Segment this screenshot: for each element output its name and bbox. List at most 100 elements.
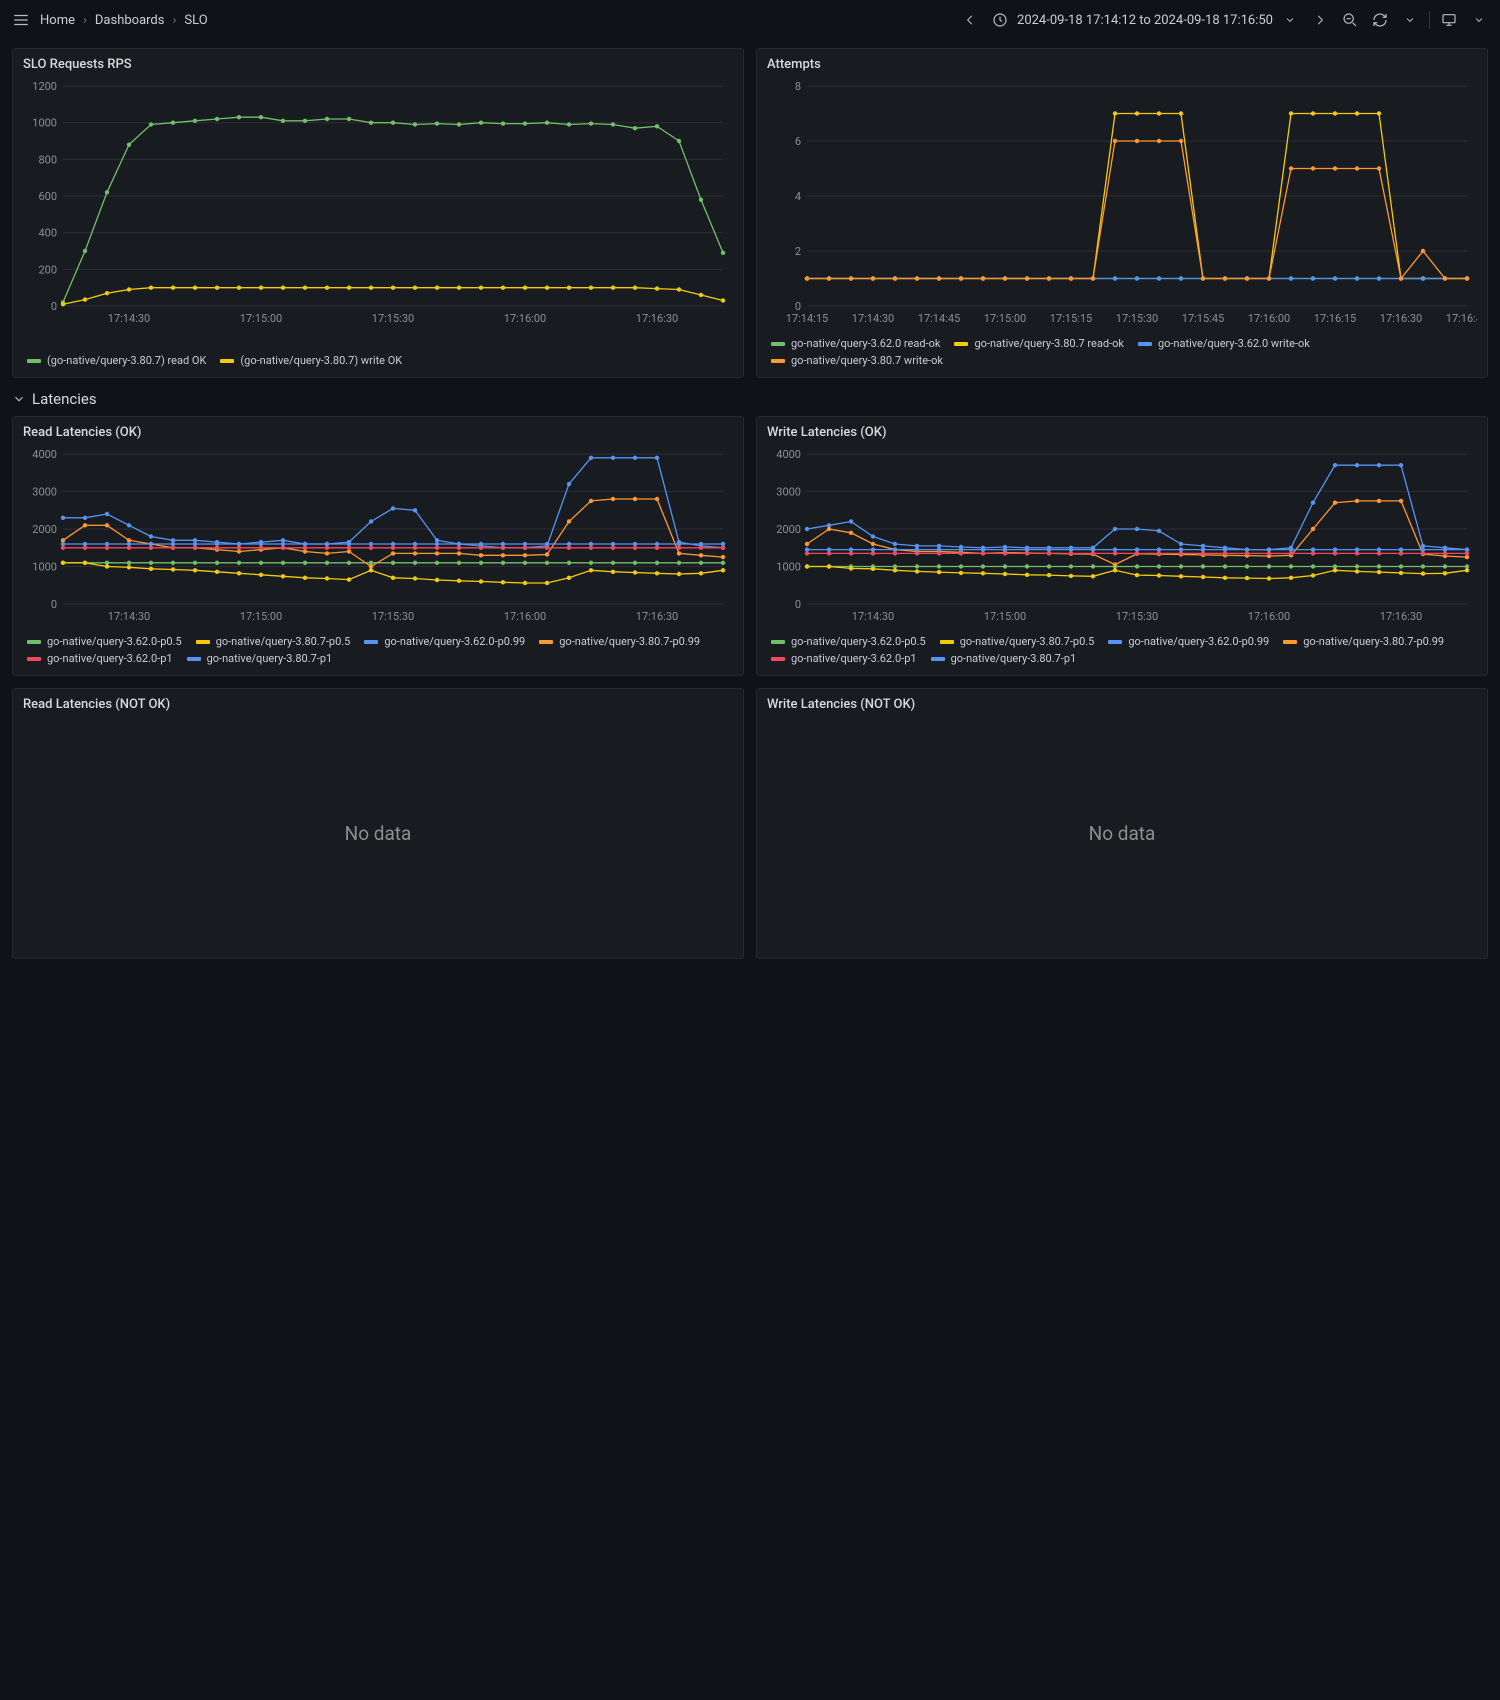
- menu-icon[interactable]: [10, 9, 32, 31]
- legend-swatch: [1283, 640, 1297, 644]
- legend-item[interactable]: (go-native/query-3.80.7) read OK: [27, 354, 206, 367]
- monitor-chevron-icon[interactable]: [1468, 9, 1490, 31]
- panel-write-lat-ok: Write Latencies (OK) 0100020003000400017…: [756, 416, 1488, 676]
- svg-text:17:14:30: 17:14:30: [852, 610, 894, 623]
- legend-item[interactable]: go-native/query-3.62.0 read-ok: [771, 337, 940, 350]
- no-data-text: No data: [767, 718, 1477, 948]
- legend-item[interactable]: go-native/query-3.80.7-p1: [187, 652, 333, 665]
- legend-swatch: [196, 640, 210, 644]
- legend-label: go-native/query-3.62.0-p0.99: [1128, 635, 1269, 648]
- legend-label: go-native/query-3.80.7-p0.99: [1303, 635, 1444, 648]
- legend-swatch: [954, 342, 968, 346]
- svg-text:600: 600: [38, 190, 57, 203]
- time-next-icon[interactable]: [1309, 9, 1331, 31]
- legend-rps: (go-native/query-3.80.7) read OK (go-nati…: [23, 354, 733, 367]
- panel-title: Read Latencies (OK): [23, 425, 733, 440]
- svg-text:3000: 3000: [776, 486, 801, 499]
- chart-rps[interactable]: 02004006008001000120017:14:3017:15:0017:…: [23, 78, 733, 348]
- svg-text:6: 6: [795, 135, 801, 148]
- legend-label: go-native/query-3.80.7-p0.99: [559, 635, 700, 648]
- legend-swatch: [771, 342, 785, 346]
- svg-text:0: 0: [795, 598, 801, 611]
- svg-text:17:15:00: 17:15:00: [984, 312, 1026, 325]
- svg-text:0: 0: [51, 598, 57, 611]
- chevron-down-icon: [1279, 9, 1301, 31]
- svg-text:17:16:00: 17:16:00: [1248, 610, 1290, 623]
- legend-label: (go-native/query-3.80.7) write OK: [240, 354, 402, 367]
- svg-text:17:14:30: 17:14:30: [108, 312, 150, 325]
- legend-item[interactable]: go-native/query-3.62.0-p1: [771, 652, 917, 665]
- svg-text:17:15:00: 17:15:00: [240, 312, 282, 325]
- legend-label: go-native/query-3.62.0-p1: [791, 652, 917, 665]
- breadcrumb: Home › Dashboards › SLO: [40, 13, 208, 28]
- svg-text:3000: 3000: [32, 486, 57, 499]
- legend-item[interactable]: go-native/query-3.62.0-p1: [27, 652, 173, 665]
- svg-text:17:16:30: 17:16:30: [636, 312, 678, 325]
- legend-swatch: [539, 640, 553, 644]
- chart-attempts[interactable]: 0246817:14:1517:14:3017:14:4517:15:0017:…: [767, 78, 1477, 331]
- legend-item[interactable]: go-native/query-3.62.0-p0.99: [364, 635, 525, 648]
- legend-swatch: [220, 359, 234, 363]
- legend-item[interactable]: go-native/query-3.80.7-p1: [931, 652, 1077, 665]
- legend-attempts: go-native/query-3.62.0 read-ok go-native/…: [767, 337, 1477, 367]
- no-data-text: No data: [23, 718, 733, 948]
- time-range-picker[interactable]: 2024-09-18 17:14:12 to 2024-09-18 17:16:…: [989, 9, 1301, 31]
- legend-item[interactable]: go-native/query-3.80.7-p0.99: [539, 635, 700, 648]
- svg-text:17:16:30: 17:16:30: [1380, 312, 1422, 325]
- chart-read-lat-ok[interactable]: 0100020003000400017:14:3017:15:0017:15:3…: [23, 446, 733, 629]
- svg-text:17:16:15: 17:16:15: [1314, 312, 1356, 325]
- top-bar: Home › Dashboards › SLO 2024-09-18 17:14…: [0, 0, 1500, 40]
- dashboard-page: SLO Requests RPS 02004006008001000120017…: [0, 40, 1500, 991]
- breadcrumb-sep: ›: [83, 13, 87, 28]
- legend-label: go-native/query-3.62.0 write-ok: [1158, 337, 1310, 350]
- svg-text:17:16:00: 17:16:00: [504, 610, 546, 623]
- svg-text:800: 800: [38, 153, 57, 166]
- time-prev-icon[interactable]: [959, 9, 981, 31]
- legend-item[interactable]: go-native/query-3.80.7-p0.99: [1283, 635, 1444, 648]
- legend-swatch: [771, 640, 785, 644]
- legend-item[interactable]: go-native/query-3.80.7-p0.5: [940, 635, 1095, 648]
- panel-title: Write Latencies (NOT OK): [767, 697, 1477, 712]
- zoom-out-icon[interactable]: [1339, 9, 1361, 31]
- svg-text:17:15:30: 17:15:30: [1116, 610, 1158, 623]
- panel-write-lat-notok: Write Latencies (NOT OK) No data: [756, 688, 1488, 959]
- legend-item[interactable]: go-native/query-3.62.0 write-ok: [1138, 337, 1310, 350]
- svg-text:17:14:30: 17:14:30: [108, 610, 150, 623]
- legend-item[interactable]: (go-native/query-3.80.7) write OK: [220, 354, 402, 367]
- legend-label: go-native/query-3.62.0-p0.5: [791, 635, 926, 648]
- panel-attempts: Attempts 0246817:14:1517:14:3017:14:4517…: [756, 48, 1488, 378]
- time-range-text: 2024-09-18 17:14:12 to 2024-09-18 17:16:…: [1017, 13, 1273, 28]
- legend-swatch: [27, 657, 41, 661]
- legend-item[interactable]: go-native/query-3.80.7 read-ok: [954, 337, 1123, 350]
- refresh-icon[interactable]: [1369, 9, 1391, 31]
- legend-item[interactable]: go-native/query-3.80.7-p0.5: [196, 635, 351, 648]
- svg-text:0: 0: [51, 300, 57, 313]
- svg-text:17:16:30: 17:16:30: [636, 610, 678, 623]
- legend-item[interactable]: go-native/query-3.80.7 write-ok: [771, 354, 943, 367]
- section-title: Latencies: [32, 390, 97, 408]
- legend-label: go-native/query-3.62.0-p0.5: [47, 635, 182, 648]
- svg-text:17:16:45: 17:16:45: [1446, 312, 1477, 325]
- legend-item[interactable]: go-native/query-3.62.0-p0.99: [1108, 635, 1269, 648]
- svg-text:1200: 1200: [32, 80, 57, 93]
- svg-text:17:14:30: 17:14:30: [852, 312, 894, 325]
- panel-rps: SLO Requests RPS 02004006008001000120017…: [12, 48, 744, 378]
- section-toggle-latencies[interactable]: Latencies: [12, 390, 1488, 408]
- legend-swatch: [940, 640, 954, 644]
- legend-swatch: [187, 657, 201, 661]
- monitor-icon[interactable]: [1438, 9, 1460, 31]
- legend-swatch: [1138, 342, 1152, 346]
- breadcrumb-item-home[interactable]: Home: [40, 13, 75, 28]
- breadcrumb-item-dashboards[interactable]: Dashboards: [95, 13, 165, 28]
- chart-write-lat-ok[interactable]: 0100020003000400017:14:3017:15:0017:15:3…: [767, 446, 1477, 629]
- svg-text:17:16:30: 17:16:30: [1380, 610, 1422, 623]
- legend-label: go-native/query-3.80.7 read-ok: [974, 337, 1123, 350]
- svg-text:17:15:00: 17:15:00: [240, 610, 282, 623]
- refresh-interval-chevron-icon[interactable]: [1399, 9, 1421, 31]
- svg-text:17:16:00: 17:16:00: [504, 312, 546, 325]
- svg-text:17:15:45: 17:15:45: [1182, 312, 1224, 325]
- svg-text:1000: 1000: [776, 561, 801, 574]
- legend-swatch: [1108, 640, 1122, 644]
- legend-item[interactable]: go-native/query-3.62.0-p0.5: [771, 635, 926, 648]
- legend-item[interactable]: go-native/query-3.62.0-p0.5: [27, 635, 182, 648]
